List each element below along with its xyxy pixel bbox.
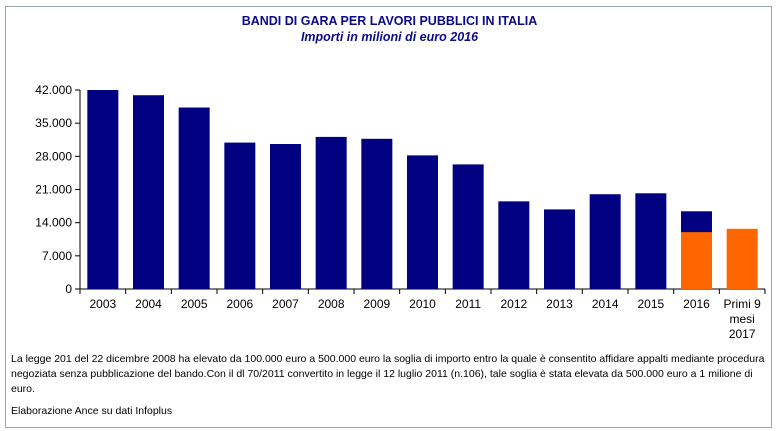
x-tick-label: 2015 (637, 297, 664, 311)
bar-series-1 (315, 136, 347, 289)
bar-series-1 (635, 193, 667, 289)
source-note: Elaborazione Ance su dati Infoplus (11, 405, 173, 417)
chart-title: BANDI DI GARA PER LAVORI PUBBLICI IN ITA… (241, 14, 538, 28)
bar-series-1 (452, 164, 484, 289)
bar-series-2 (681, 232, 712, 289)
x-tick-label: 2009 (363, 297, 390, 311)
y-tick-label: 0 (65, 282, 72, 296)
chart-subtitle: Importi in milioni di euro 2016 (300, 30, 479, 44)
y-tick-label: 21.000 (35, 183, 72, 197)
x-tick-label: 2016 (683, 297, 710, 311)
x-tick-label: 2006 (226, 297, 253, 311)
x-tick-label: 2013 (546, 297, 573, 311)
bar-series-1 (133, 95, 164, 289)
x-tick-label: 2014 (592, 297, 619, 311)
bar-series-1 (589, 194, 621, 289)
y-tick-label: 28.000 (35, 149, 72, 163)
y-tick-label: 42.000 (35, 83, 72, 97)
x-tick-label: 2004 (135, 297, 162, 311)
x-tick-label: 2011 (455, 297, 481, 311)
y-tick-label: 7.000 (42, 249, 72, 263)
x-tick-label: 2010 (409, 297, 436, 311)
y-tick-label: 35.000 (35, 116, 72, 130)
bar-series-1 (361, 138, 393, 289)
bar-series-1 (544, 209, 575, 289)
x-tick-label: Primi 9 mesi 2017 (723, 297, 761, 341)
x-tick-label: 2008 (318, 297, 345, 311)
bar-series-1 (498, 201, 530, 289)
x-tick-label: 2012 (500, 297, 527, 311)
bar-series-2 (726, 228, 758, 289)
bar-series-1 (224, 142, 256, 289)
bar-chart: 0 7.000 14.000 21.000 28.000 35.000 42.000 2003… (35, 83, 766, 341)
bar-series-1 (270, 144, 301, 289)
y-tick-label: 14.000 (35, 216, 72, 230)
x-tick-label: 2007 (272, 297, 299, 311)
x-tick-label: 2003 (89, 297, 116, 311)
bar-series-1 (407, 155, 438, 289)
bar-series-1 (87, 90, 119, 289)
x-tick-label: 2005 (181, 297, 208, 311)
bar-series-1 (178, 107, 210, 290)
footnote: La legge 201 del 22 dicembre 2008 ha ele… (11, 353, 765, 395)
